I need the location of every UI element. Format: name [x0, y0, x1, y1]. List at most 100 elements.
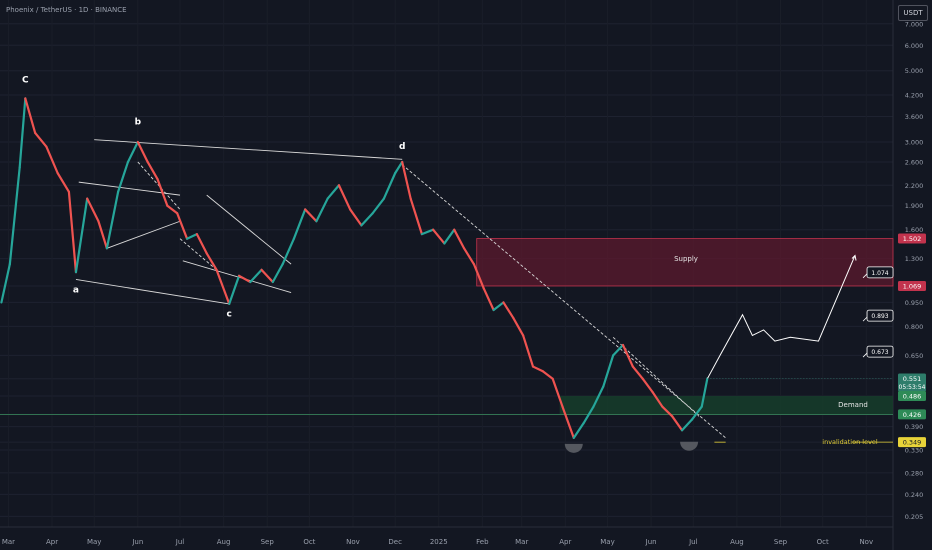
- triangle-upper-line: [94, 139, 403, 160]
- price-segment: [592, 385, 605, 408]
- price-segment: [680, 418, 693, 432]
- price-segment: [531, 365, 544, 373]
- x-tick-label: Jun: [131, 538, 143, 546]
- price-segment: [146, 160, 159, 181]
- price-segment: [97, 220, 108, 250]
- price-segment: [228, 274, 241, 306]
- x-tick-label: Jul: [688, 538, 698, 546]
- price-segment: [281, 237, 296, 266]
- price-segment: [561, 405, 575, 439]
- x-tick-label: Dec: [388, 538, 402, 546]
- price-label-last: 0.551: [903, 375, 922, 383]
- y-tick-label: 0.950: [905, 299, 924, 307]
- y-tick-label: 0.650: [905, 352, 924, 360]
- projection-arrowhead: [851, 254, 857, 261]
- price-segment: [126, 140, 139, 164]
- invalidation-label: invalidation level: [822, 438, 878, 446]
- price-segment: [156, 177, 169, 207]
- wave-label-b: b: [135, 118, 142, 128]
- y-tick-label: 3.000: [905, 138, 924, 146]
- price-label-demand: 0.426: [903, 411, 922, 419]
- price-segment: [661, 405, 674, 418]
- price-segment: [349, 208, 363, 227]
- price-segment: [18, 97, 27, 169]
- target-box: [866, 309, 894, 322]
- y-tick-label: 6.000: [905, 42, 924, 50]
- price-segment: [86, 197, 100, 223]
- price-segment: [74, 197, 89, 274]
- rounded-bottom-mark: [680, 441, 699, 451]
- price-label-box: [898, 233, 926, 244]
- price-segment: [492, 301, 505, 312]
- target-pointer: [862, 352, 868, 358]
- x-tick-label: Nov: [859, 538, 873, 546]
- price-segment: [420, 228, 435, 236]
- price-segment: [631, 365, 644, 380]
- price-label-box: [898, 373, 926, 392]
- price-segment: [215, 268, 231, 306]
- y-tick-label: 0.280: [905, 469, 924, 477]
- x-tick-label: Jul: [175, 538, 185, 546]
- demand-label: Demand: [838, 401, 868, 409]
- price-segment: [621, 343, 634, 368]
- channel-lower-line: [75, 279, 230, 305]
- price-segment: [651, 390, 664, 408]
- price-label-box: [898, 437, 926, 448]
- price-segment: [24, 97, 37, 135]
- symbol-header: Phoenix / TetherUS · 1D · BINANCE: [6, 6, 127, 14]
- price-segment: [690, 405, 703, 421]
- price-segment: [551, 377, 564, 408]
- price-label-box: [898, 280, 926, 291]
- y-tick-label: 0.205: [905, 513, 924, 521]
- currency-button[interactable]: USDT: [898, 5, 928, 21]
- price-segment: [117, 160, 130, 193]
- price-segment: [382, 172, 397, 200]
- price-label-demand: 0.486: [903, 392, 922, 400]
- downtrend-dashed-line: [401, 164, 726, 439]
- price-segment: [371, 197, 386, 215]
- x-tick-label: Jun: [645, 538, 657, 546]
- price-segment: [360, 212, 374, 227]
- price-segment: [304, 208, 318, 223]
- x-tick-label: Oct: [817, 538, 829, 546]
- x-tick-label: Nov: [346, 538, 360, 546]
- price-segment: [472, 263, 485, 290]
- price-segment: [522, 334, 535, 368]
- price-segment: [136, 140, 149, 164]
- price-segment: [612, 343, 625, 357]
- demand-zone: [559, 395, 893, 415]
- price-segment: [512, 316, 525, 337]
- x-tick-label: May: [87, 538, 101, 546]
- target-box: [866, 266, 894, 279]
- price-segment: [582, 405, 595, 425]
- y-tick-label: 7.000: [905, 20, 924, 28]
- price-segment: [602, 354, 615, 388]
- local-trend-dashed-line: [612, 336, 700, 417]
- price-segment: [166, 204, 179, 215]
- projection-path: [706, 255, 856, 379]
- price-label-supply: 1.069: [903, 282, 922, 290]
- x-tick-label: Mar: [515, 538, 528, 546]
- x-tick-label: Apr: [559, 538, 571, 546]
- y-tick-label: 1.300: [905, 255, 924, 263]
- target-pointer: [862, 273, 868, 279]
- y-tick-label: 0.390: [905, 423, 924, 431]
- wedge-lower-line: [182, 260, 292, 293]
- price-segment: [401, 160, 412, 200]
- wave-label-d: d: [399, 142, 405, 152]
- rounded-bottom-mark: [564, 443, 583, 453]
- x-tick-label: Mar: [2, 538, 15, 546]
- x-tick-label: Apr: [46, 538, 58, 546]
- x-tick-label: 2025: [430, 538, 448, 546]
- target-label: 0.893: [871, 313, 888, 320]
- price-segment: [237, 274, 252, 284]
- price-segment: [462, 247, 476, 266]
- target-label: 1.074: [871, 270, 888, 277]
- price-segment: [572, 422, 585, 439]
- x-tick-label: May: [600, 538, 614, 546]
- price-segment: [432, 228, 446, 245]
- price-segment: [453, 228, 466, 250]
- price-segment: [292, 208, 307, 240]
